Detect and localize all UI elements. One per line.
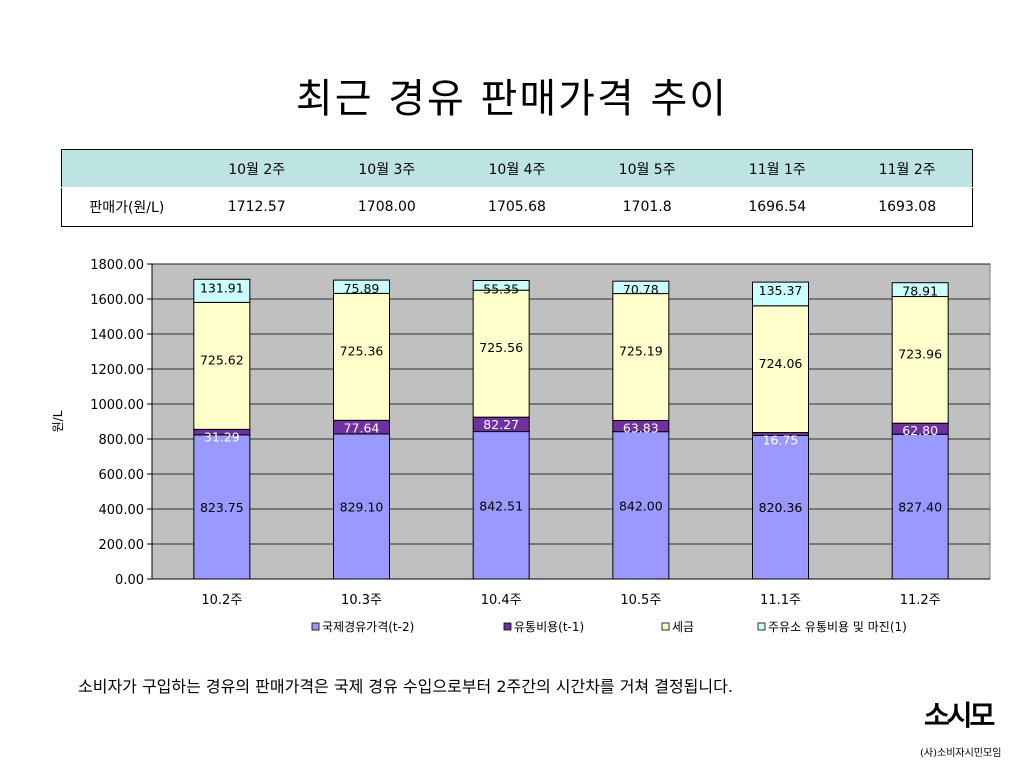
price-table-header-cell: 10월 5주 (582, 149, 713, 188)
caption-text: 소비자가 구입하는 경유의 판매가격은 국제 경유 수입으로부터 2주간의 시간… (78, 677, 733, 696)
x-tick-label: 11.2주 (900, 593, 941, 608)
price-table-cell: 1693.08 (842, 187, 973, 227)
bar-segment (612, 431, 670, 580)
data-label: 723.96 (898, 347, 942, 362)
price-table-header-cell: 11월 1주 (712, 149, 843, 188)
price-table-row: 판매가(원/L) 1712.57 1708.00 1705.68 1701.8 … (61, 187, 973, 227)
price-table-header-cell (61, 149, 192, 188)
logo-mark-text: 소시모 (924, 699, 995, 732)
data-label: 725.36 (340, 343, 384, 358)
legend-label: 세금 (672, 620, 694, 634)
y-tick-label: 0.00 (115, 573, 144, 588)
data-label: 31.29 (204, 429, 240, 444)
logo-subtitle: (사)소비자시민모임 (920, 748, 1002, 759)
data-label: 78.91 (902, 284, 938, 299)
y-axis-label: 원/L (51, 410, 65, 432)
y-tick-label: 1000.00 (90, 398, 144, 413)
legend-label: 주유소 유통비용 및 마진(1) (768, 620, 907, 634)
data-label: 842.00 (619, 498, 663, 513)
y-tick-label: 600.00 (99, 468, 145, 483)
bar-segment (333, 279, 390, 294)
price-table-header-cell: 10월 3주 (321, 149, 452, 188)
price-table-header-cell: 10월 4주 (451, 149, 583, 188)
y-tick-label: 1800.00 (90, 258, 144, 273)
data-label: 724.06 (759, 356, 803, 371)
y-tick-label: 1600.00 (90, 293, 144, 308)
x-tick-label: 10.4주 (481, 593, 522, 608)
x-tick-label: 11.1주 (760, 593, 801, 608)
data-label: 16.75 (763, 433, 799, 448)
logo-mark: 소시모 (924, 694, 995, 734)
legend-label: 유통비용(t-1) (514, 620, 584, 634)
stacked-bar-chart: 0.00 200.00 400.00 600.00 800.00 1000.00 1200.… (51, 258, 991, 634)
x-tick-label: 10.3주 (341, 593, 382, 608)
x-tick-label: 10.5주 (620, 593, 661, 608)
price-table-cell: 1701.8 (582, 187, 713, 227)
data-label: 725.62 (200, 352, 244, 367)
data-label: 131.91 (200, 280, 244, 295)
price-table-row-label: 판매가(원/L) (61, 187, 192, 227)
x-tick-label: 10.2주 (201, 593, 242, 608)
data-label: 827.40 (898, 500, 942, 515)
price-table-cell: 1712.57 (191, 187, 322, 227)
bar-segment (333, 292, 390, 421)
bar-segment (193, 434, 251, 580)
bar-segment (333, 433, 390, 580)
page-title: 최근 경유 판매가격 추이 (295, 76, 729, 122)
y-tick-label: 200.00 (99, 538, 145, 553)
bar-segment (891, 296, 949, 424)
data-label: 70.78 (623, 282, 659, 297)
data-label: 725.19 (619, 344, 663, 359)
data-label: 75.89 (344, 281, 380, 296)
bar-segment (472, 280, 530, 291)
data-label: 63.83 (623, 420, 659, 435)
bar-segment (472, 431, 530, 580)
y-tick-label: 800.00 (99, 433, 145, 448)
bar-segment (752, 305, 809, 434)
legend-label: 국제경유가격(t-2) (322, 620, 414, 634)
bar-segment (612, 293, 670, 421)
plot-area (151, 263, 991, 580)
price-table-header-cell: 10월 2주 (191, 149, 322, 188)
bar-segment (193, 278, 251, 303)
price-table-cell: 1705.68 (451, 187, 583, 227)
bar-segment (752, 434, 809, 580)
price-table-header-row: 10월 2주 10월 3주 10월 4주 10월 5주 11월 1주 11월 2… (61, 149, 973, 188)
data-label: 829.10 (340, 499, 384, 514)
data-label: 842.51 (479, 498, 523, 513)
bar-segment (891, 282, 949, 298)
y-tick-label: 400.00 (99, 503, 145, 518)
legend-swatch (661, 622, 670, 631)
bar-segment (891, 433, 949, 580)
price-table-header-cell: 11월 2주 (842, 149, 973, 188)
data-label: 725.56 (479, 340, 523, 355)
y-tick-label: 1200.00 (90, 363, 144, 378)
data-label: 82.27 (483, 417, 519, 432)
data-label: 135.37 (759, 283, 803, 298)
data-label: 77.64 (344, 420, 380, 435)
logo: 소시모 (사)소비자시민모임 (918, 694, 1018, 764)
legend-swatch (757, 622, 766, 631)
data-label: 820.36 (759, 500, 803, 515)
legend-swatch (503, 622, 512, 631)
data-label: 55.35 (483, 282, 519, 297)
price-table-cell: 1708.00 (321, 187, 452, 227)
legend-swatch (311, 622, 320, 631)
bar-segment (472, 289, 530, 418)
bar-segment (193, 301, 251, 430)
price-table-cell: 1696.54 (712, 187, 843, 227)
y-tick-label: 1400.00 (90, 328, 144, 343)
data-label: 62.80 (902, 423, 938, 438)
bar-segment (752, 281, 809, 307)
price-table: 10월 2주 10월 3주 10월 4주 10월 5주 11월 1주 11월 2… (61, 149, 973, 227)
data-label: 823.75 (200, 500, 244, 515)
bar-segment (612, 280, 670, 295)
